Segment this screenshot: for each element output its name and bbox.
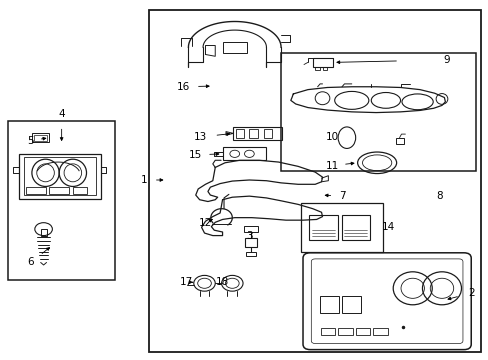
Bar	[41, 229, 46, 235]
Bar	[314, 67, 319, 70]
Bar	[19, 154, 101, 199]
Bar	[73, 187, 86, 194]
Text: 15: 15	[189, 150, 202, 160]
Text: 6: 6	[27, 257, 34, 267]
Text: 13: 13	[194, 132, 207, 142]
Bar	[222, 147, 266, 160]
Bar	[309, 215, 337, 239]
Text: 17: 17	[179, 277, 192, 287]
Text: 2: 2	[467, 288, 473, 298]
Bar	[341, 215, 369, 239]
Bar	[49, 187, 69, 194]
Text: 4: 4	[58, 109, 65, 119]
Bar	[372, 328, 387, 335]
Bar	[395, 138, 404, 144]
Bar	[355, 328, 369, 335]
Bar	[248, 129, 257, 138]
Bar	[245, 238, 257, 247]
Text: 7: 7	[338, 191, 345, 201]
Bar	[24, 157, 96, 195]
Bar	[281, 53, 475, 171]
Bar	[149, 10, 480, 352]
Bar	[8, 121, 115, 280]
Text: 11: 11	[325, 161, 338, 171]
Text: 10: 10	[325, 132, 338, 142]
Bar	[244, 226, 258, 232]
Bar	[320, 296, 338, 314]
Bar	[263, 129, 272, 138]
Text: 14: 14	[381, 222, 394, 231]
Bar	[312, 58, 332, 67]
Text: 3: 3	[245, 231, 252, 240]
Bar	[322, 67, 327, 70]
Bar	[341, 296, 360, 314]
Bar	[320, 328, 334, 335]
Bar	[246, 252, 256, 256]
Text: 5: 5	[27, 136, 34, 145]
Bar	[337, 328, 352, 335]
Bar	[300, 203, 383, 252]
Bar	[26, 187, 45, 194]
Bar	[34, 135, 47, 140]
Bar	[233, 127, 282, 140]
Text: 12: 12	[199, 218, 212, 228]
Text: 9: 9	[443, 55, 449, 65]
Text: 16: 16	[177, 82, 190, 92]
Bar	[32, 134, 49, 142]
Text: 1: 1	[141, 175, 147, 185]
Text: 18: 18	[216, 277, 229, 287]
Bar	[235, 129, 244, 138]
Bar	[222, 42, 246, 53]
Text: 8: 8	[435, 191, 442, 201]
